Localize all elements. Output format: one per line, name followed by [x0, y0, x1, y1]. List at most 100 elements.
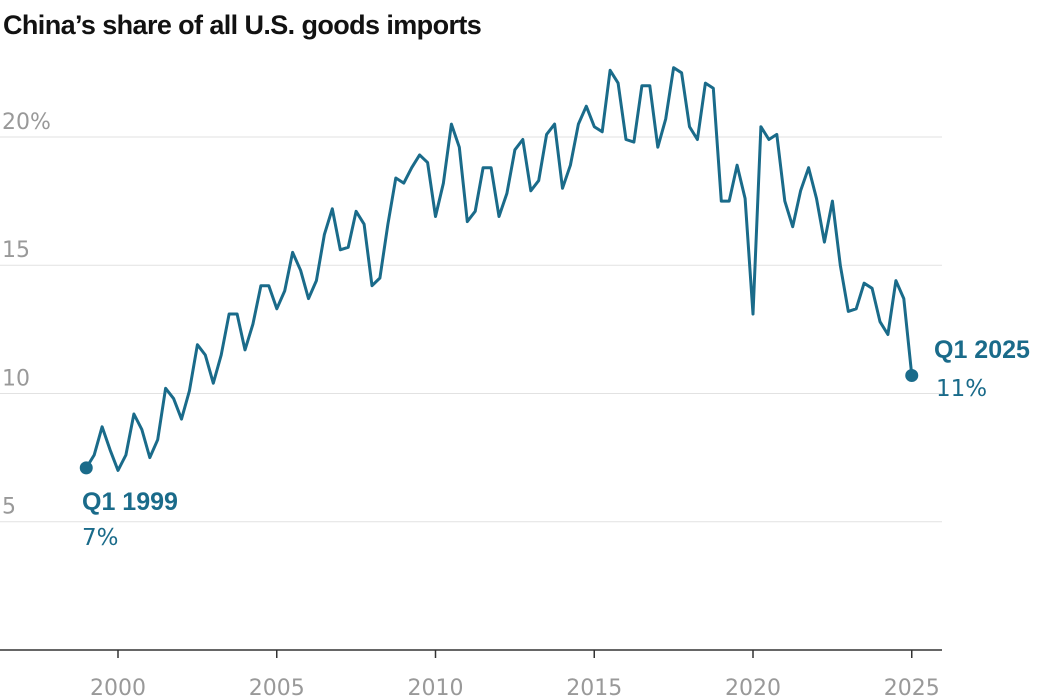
x-tick-label-2005: 2005	[249, 676, 305, 700]
y-tick-label-10: 10	[2, 366, 30, 391]
data-point	[853, 306, 859, 312]
data-point	[131, 411, 137, 417]
data-point	[425, 160, 431, 166]
data-point	[845, 308, 851, 314]
y-tick-label-20: 20%	[2, 110, 51, 135]
x-tick-label-2000: 2000	[90, 676, 146, 700]
data-point	[560, 185, 566, 191]
endpoint-dot-1	[905, 369, 919, 383]
data-point	[639, 83, 645, 89]
endpoint-dot-0	[79, 461, 93, 475]
data-point	[710, 85, 716, 91]
data-point	[377, 275, 383, 281]
data-point	[385, 221, 391, 227]
data-point	[806, 165, 812, 171]
data-point	[869, 285, 875, 291]
data-point	[742, 196, 748, 202]
data-point	[250, 321, 256, 327]
annotation-title-0: Q1 1999	[82, 488, 178, 516]
data-point	[591, 124, 597, 130]
data-point	[266, 283, 272, 289]
chart-title: China’s share of all U.S. goods imports	[3, 10, 482, 40]
data-point	[702, 80, 708, 86]
y-ticks: 5 10 15 20%	[2, 110, 51, 520]
data-point	[893, 278, 899, 284]
data-point	[472, 208, 478, 214]
annotation-title-1: Q1 2025	[934, 336, 1030, 364]
data-point	[147, 455, 153, 461]
data-point	[210, 380, 216, 386]
data-point	[139, 426, 145, 432]
data-point	[758, 124, 764, 130]
data-point	[575, 121, 581, 127]
data-point	[353, 208, 359, 214]
data-point	[750, 311, 756, 317]
annotation-value-0: 7%	[82, 525, 119, 551]
data-point	[226, 311, 232, 317]
data-point	[393, 175, 399, 181]
data-point	[464, 219, 470, 225]
data-point	[583, 103, 589, 109]
data-point	[790, 224, 796, 230]
data-point	[440, 180, 446, 186]
data-point	[734, 162, 740, 168]
data-point	[321, 231, 327, 237]
data-point	[726, 198, 732, 204]
data-point	[623, 137, 629, 143]
annotation-value-1: 11%	[936, 376, 987, 402]
y-tick-label-5: 5	[2, 495, 16, 520]
data-point	[599, 129, 605, 135]
data-point	[901, 296, 907, 302]
data-point	[718, 198, 724, 204]
data-point	[615, 80, 621, 86]
data-point	[504, 190, 510, 196]
x-tick-label-2010: 2010	[408, 676, 464, 700]
data-point	[567, 162, 573, 168]
data-point	[687, 124, 693, 130]
data-point	[345, 244, 351, 250]
data-point	[155, 437, 161, 443]
data-point	[480, 165, 486, 171]
data-point	[337, 247, 343, 253]
data-point	[679, 70, 685, 76]
data-point	[99, 424, 105, 430]
data-point	[417, 152, 423, 158]
data-point	[520, 137, 526, 143]
data-point	[694, 137, 700, 143]
data-point	[107, 447, 113, 453]
data-point	[496, 214, 502, 220]
data-point	[488, 165, 494, 171]
data-point	[552, 121, 558, 127]
data-point	[631, 139, 637, 145]
data-point	[179, 416, 185, 422]
data-point	[821, 239, 827, 245]
data-point	[361, 221, 367, 227]
data-point	[306, 296, 312, 302]
data-point	[774, 131, 780, 137]
data-point	[274, 306, 280, 312]
data-point	[456, 144, 462, 150]
x-tick-label-2015: 2015	[566, 676, 622, 700]
data-point	[655, 144, 661, 150]
data-point	[171, 396, 177, 402]
data-point	[861, 280, 867, 286]
annotations: Q1 1999 7% Q1 2025 11%	[79, 336, 1030, 551]
data-point	[369, 283, 375, 289]
data-point	[290, 249, 296, 255]
data-point	[186, 388, 192, 394]
data-point	[829, 198, 835, 204]
data-point	[218, 352, 224, 358]
data-point	[409, 165, 415, 171]
data-point	[242, 347, 248, 353]
x-tick-label-2025: 2025	[884, 676, 940, 700]
data-point	[663, 116, 669, 122]
data-point	[282, 288, 288, 294]
data-point	[798, 188, 804, 194]
data-point	[885, 332, 891, 338]
data-point	[91, 452, 97, 458]
data-point	[448, 121, 454, 127]
data-point	[544, 131, 550, 137]
data-point	[298, 267, 304, 273]
data-point	[202, 352, 208, 358]
data-point	[877, 319, 883, 325]
